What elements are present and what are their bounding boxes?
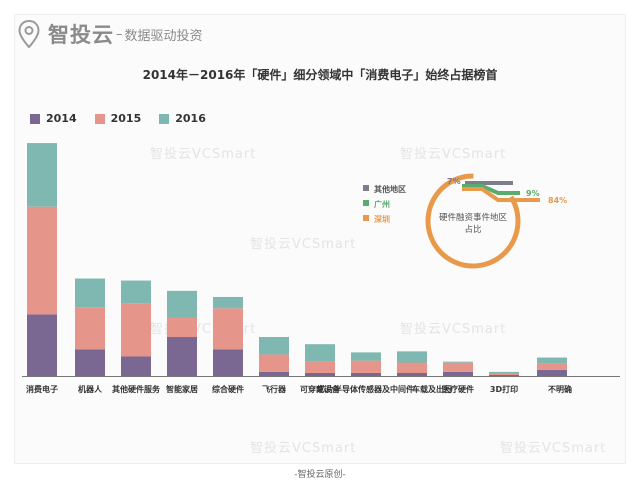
watermark: 智投云VCSmart [400,322,507,337]
chart-legend: 2014 2015 2016 [30,112,224,125]
bar-2015 [213,308,243,350]
pie-legend-label: 其他地区 [374,184,406,194]
pie-legend-swatch [363,215,369,221]
x-tick-label: 不明确 [548,384,572,394]
x-tick-label: 3D打印 [490,384,518,394]
bar-2014 [537,369,567,376]
bar-2014 [489,374,519,376]
pie-center-title: 硬件融资事件地区 [439,212,508,223]
x-tick-label: 及中间件 [382,384,414,394]
x-tick-label: 医疗硬件 [442,384,474,394]
brand-separator: – [116,26,123,42]
bar-2016 [167,290,197,318]
pie-legend-swatch [363,185,369,191]
bar-2015 [537,363,567,370]
chart-frame [14,14,626,464]
bar-2016 [305,344,335,362]
bar-2015 [489,373,519,375]
bar-2015 [305,361,335,373]
pie-percent-label: 9% [526,189,540,198]
bar-2016 [259,337,289,355]
legend-label-2015: 2015 [110,112,142,125]
pie-percent-label: 7% [447,177,461,186]
bar-2016 [75,278,105,308]
x-tick-label: 车载及出行 [412,384,452,394]
bar-2015 [259,354,289,372]
pie-center-title: 占比 [464,224,481,235]
bar-2014 [75,349,105,376]
bar-2016 [213,296,243,309]
legend-item-2016: 2016 [159,112,206,125]
bar-2014 [259,371,289,376]
legend-swatch-2015 [94,113,105,124]
location-pin-icon [18,20,40,48]
x-tick-label: 综合硬件 [212,384,244,394]
x-tick-label: 消费电子 [26,384,58,394]
bar-2014 [351,372,381,376]
pie-slice-shenzhen [462,187,540,202]
bar-2014 [121,356,151,376]
watermark: 智投云VCSmart [400,147,507,162]
legend-item-2015: 2015 [94,112,142,125]
brand-tagline: 数据驱动投资 [124,28,203,44]
bar-2014 [305,372,335,376]
x-tick-label: 智能家居 [166,384,198,394]
bar-2015 [397,362,427,373]
brand-name: 智投云 [48,23,114,47]
x-tick-label: 芯片半导体传感器 [318,384,383,394]
x-tick-label: 机器人 [78,384,103,394]
bar-2016 [489,371,519,374]
bar-2015 [27,206,57,315]
pie-legend-label: 深圳 [374,214,390,224]
watermark: 智投云VCSmart [500,441,607,456]
bar-2015 [443,362,473,372]
bar-2016 [397,351,427,363]
watermark: 智投云VCSmart [250,441,357,456]
bar-2014 [443,371,473,376]
bar-2015 [351,360,381,373]
pie-legend-label: 广州 [374,199,390,209]
bar-2014 [27,314,57,376]
legend-label-2016: 2016 [175,112,206,125]
legend-item-2014: 2014 [30,112,77,125]
x-tick-label: 其他硬件服务 [112,384,161,394]
watermark: 智投云VCSmart [250,237,357,252]
bar-2014 [167,337,197,376]
pie-legend-swatch [363,200,369,206]
bar-2015 [121,303,151,357]
bar-2016 [121,280,151,304]
footer-credit: -智投云原创- [294,470,346,480]
bar-2016 [351,352,381,361]
bar-2016 [27,143,57,207]
pie-percent-label: 84% [548,196,567,205]
pie-slice-guangzhou [462,184,520,195]
watermark: 智投云VCSmart [150,147,257,162]
chart-title: 2014年－2016年「硬件」细分领域中「消费电子」始终占据榜首 [142,68,498,82]
bar-2014 [397,372,427,376]
bar-2015 [167,317,197,338]
brand-header: 智投云 – 数据驱动投资 [18,18,203,50]
x-tick-label: 飞行器 [262,384,287,394]
bar-2016 [537,357,567,364]
legend-swatch-2016 [159,113,170,124]
bar-2015 [75,307,105,350]
bar-group [27,143,567,376]
legend-swatch-2014 [30,113,40,124]
bar-2014 [213,349,243,376]
x-tick-label: 可穿戴设备 [300,384,341,394]
bar-2016 [443,361,473,363]
legend-label-2014: 2014 [46,112,77,125]
